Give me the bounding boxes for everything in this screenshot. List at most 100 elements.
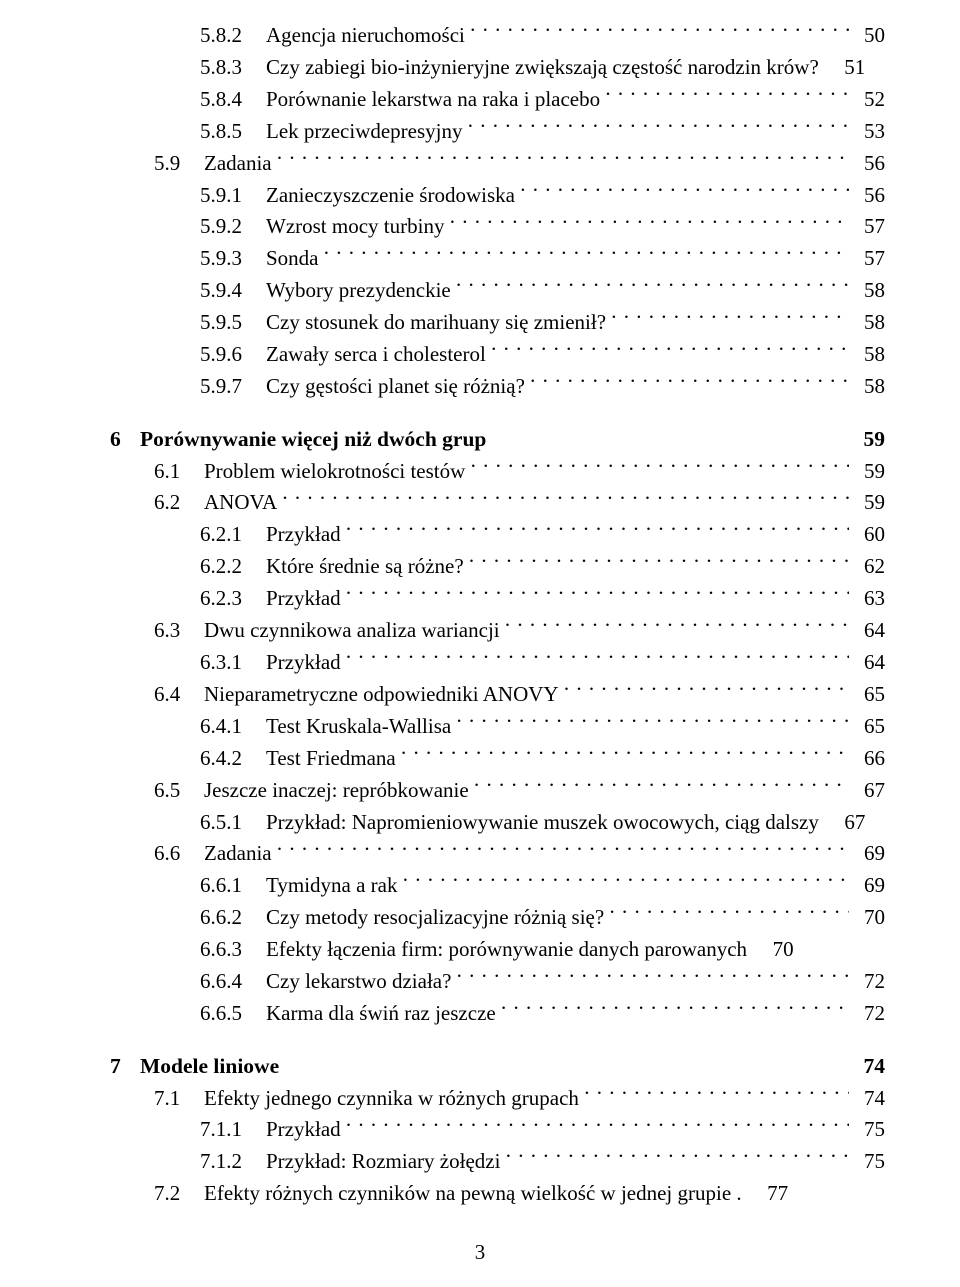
toc-leader [491, 340, 849, 361]
toc-entry: 5.9Zadania 56 [154, 148, 885, 180]
toc-entry-number: 5.8.3 [200, 52, 266, 84]
toc-entry-page: 58 [855, 371, 885, 403]
toc-entry-title: Modele liniowe [140, 1050, 279, 1083]
toc-leader [520, 181, 849, 202]
toc-entry-title: Porównanie lekarstwa na raka i placebo [266, 84, 600, 116]
toc-entry: 6.6.3Efekty łączenia firm: porównywanie … [200, 934, 885, 966]
toc-entry-number: 5.8.4 [200, 84, 266, 116]
toc-entry-page: 51 [835, 52, 865, 84]
toc-entry-title: Przykład: Rozmiary żołędzi [266, 1146, 500, 1178]
toc-leader [450, 212, 849, 233]
toc-entry-number: 5.9.7 [200, 371, 266, 403]
toc-leader [401, 744, 849, 765]
toc-entry-number: 5.8.5 [200, 116, 266, 148]
toc-entry-page: 67 [835, 807, 865, 839]
toc-entry-title: Lek przeciwdepresyjny [266, 116, 463, 148]
toc-entry: 5.8.3Czy zabiegi bio-inżynieryjne zwięks… [200, 52, 885, 84]
toc-entry: 5.9.3Sonda 57 [200, 243, 885, 275]
toc-entry-page: 63 [855, 583, 885, 615]
toc-entry-title: Wybory prezydenckie [266, 275, 451, 307]
toc-entry-page: 66 [855, 743, 885, 775]
toc-entry-number: 5.9.5 [200, 307, 266, 339]
toc-entry-page: 67 [855, 775, 885, 807]
toc-entry-number: 6.2.1 [200, 519, 266, 551]
toc-leader [470, 21, 849, 42]
toc-entry-number: 7 [110, 1050, 140, 1083]
toc-entry-number: 6.5 [154, 775, 204, 807]
toc-entry-page: 57 [855, 243, 885, 275]
toc-entry-page: 70 [855, 902, 885, 934]
toc-entry-number: 6.1 [154, 456, 204, 488]
toc-entry-number: 6.2.3 [200, 583, 266, 615]
toc-entry-page: 50 [855, 20, 885, 52]
toc-leader [505, 616, 849, 637]
toc-entry: 6.4Nieparametryczne odpowiedniki ANOVY 6… [154, 679, 885, 711]
toc-entry: 5.9.5Czy stosunek do marihuany się zmien… [200, 307, 885, 339]
toc-entry-title: Dwu czynnikowa analiza wariancji [204, 615, 500, 647]
toc-entry-number: 7.2 [154, 1178, 204, 1210]
toc-entry-page: 58 [855, 275, 885, 307]
toc-entry-number: 5.8.2 [200, 20, 266, 52]
toc-entry: 6.6Zadania 69 [154, 838, 885, 870]
toc-entry-title: Czy gęstości planet się różnią? [266, 371, 525, 403]
toc-leader [324, 244, 849, 265]
toc-leader [564, 680, 849, 701]
toc-entry-page: 64 [855, 615, 885, 647]
toc-entry: 6.3.1Przykład 64 [200, 647, 885, 679]
toc-entry: 7.1Efekty jednego czynnika w różnych gru… [154, 1083, 885, 1115]
toc-entry: 6.5.1Przykład: Napromieniowywanie muszek… [200, 807, 885, 839]
toc-entry: 5.9.2Wzrost mocy turbiny 57 [200, 211, 885, 243]
toc-entry-number: 5.9.6 [200, 339, 266, 371]
toc-entry-number: 5.9.4 [200, 275, 266, 307]
toc-entry: 6.2ANOVA 59 [154, 487, 885, 519]
toc-entry-title: Zanieczyszczenie środowiska [266, 180, 515, 212]
toc-leader [456, 712, 849, 733]
toc-entry-number: 5.9.3 [200, 243, 266, 275]
toc-entry-page: 59 [855, 423, 885, 456]
toc-entry-title: Efekty łączenia firm: porównywanie danyc… [266, 934, 747, 966]
toc-entry: 6.6.1Tymidyna a rak 69 [200, 870, 885, 902]
toc-entry: 5.9.1Zanieczyszczenie środowiska 56 [200, 180, 885, 212]
toc-entry-title: Przykład [266, 519, 341, 551]
toc-entry-title: Czy zabiegi bio-inżynieryjne zwiększają … [266, 52, 819, 84]
toc-entry: 6.3Dwu czynnikowa analiza wariancji 64 [154, 615, 885, 647]
toc-entry-number: 6.6.1 [200, 870, 266, 902]
toc-entry-number: 6.5.1 [200, 807, 266, 839]
toc-entry-number: 7.1.2 [200, 1146, 266, 1178]
toc-leader [506, 1147, 849, 1168]
toc-entry-page: 69 [855, 838, 885, 870]
toc-entry-number: 6.2.2 [200, 551, 266, 583]
toc-entry-number: 6.6 [154, 838, 204, 870]
toc-entry: 5.8.5Lek przeciwdepresyjny 53 [200, 116, 885, 148]
toc-entry: 7.1.2Przykład: Rozmiary żołędzi 75 [200, 1146, 885, 1178]
toc-entry: 5.8.2Agencja nieruchomości 50 [200, 20, 885, 52]
toc-entry-page: 52 [855, 84, 885, 116]
toc-entry-title: Efekty jednego czynnika w różnych grupac… [204, 1083, 579, 1115]
toc-entry-number: 6.6.3 [200, 934, 266, 966]
toc-entry-page: 56 [855, 148, 885, 180]
toc-entry-number: 5.9.2 [200, 211, 266, 243]
toc-entry-page: 59 [855, 487, 885, 519]
toc-entry-page: 72 [855, 998, 885, 1030]
toc-entry-page: 77 [758, 1178, 788, 1210]
toc-entry-title: Które średnie są różne? [266, 551, 464, 583]
toc-entry: 6.4.2Test Friedmana 66 [200, 743, 885, 775]
toc-entry-page: 56 [855, 180, 885, 212]
toc-leader [456, 276, 849, 297]
toc-entry-title: Czy lekarstwo działa? [266, 966, 451, 998]
toc-entry: 6.2.1Przykład 60 [200, 519, 885, 551]
toc-leader [282, 488, 849, 509]
toc-leader [501, 999, 849, 1020]
toc-entry-page: 75 [855, 1146, 885, 1178]
toc-entry-title: Tymidyna a rak [266, 870, 398, 902]
toc-entry-title: Przykład: Napromieniowywanie muszek owoc… [266, 807, 819, 839]
toc-entry-number: 6.6.2 [200, 902, 266, 934]
toc-leader [277, 839, 849, 860]
toc-entry-title: Sonda [266, 243, 319, 275]
toc-entry-page: 70 [764, 934, 794, 966]
toc-entry-title: Efekty różnych czynników na pewną wielko… [204, 1178, 742, 1210]
toc-leader [346, 648, 849, 669]
toc-entry-number: 5.9 [154, 148, 204, 180]
toc-leader [584, 1084, 849, 1105]
toc-entry-page: 65 [855, 711, 885, 743]
